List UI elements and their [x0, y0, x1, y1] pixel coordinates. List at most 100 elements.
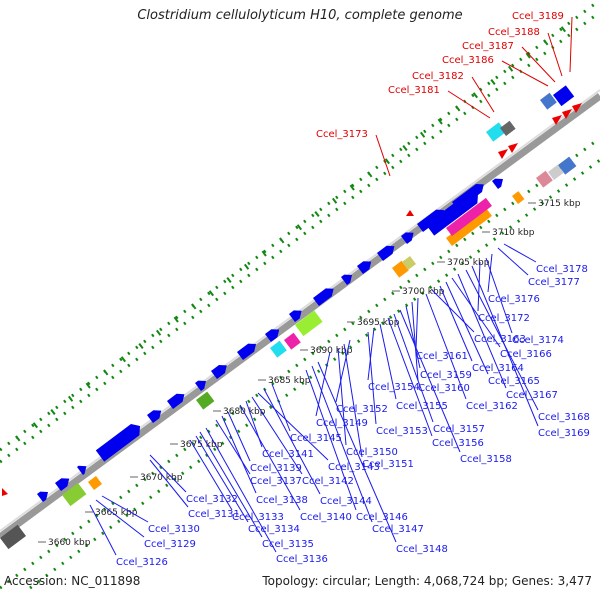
- forward-gene: [195, 380, 206, 391]
- outer-tick-mark: [68, 395, 74, 402]
- outer-tick-mark: [490, 79, 496, 85]
- leader-line-blue: [487, 253, 493, 293]
- feature-box: [62, 482, 87, 507]
- forward-gene: [289, 310, 302, 322]
- leader-line-blue: [439, 285, 473, 362]
- outer-tick-mark: [331, 197, 338, 204]
- gene-label-bottom: Ccel_3140: [300, 512, 352, 523]
- gene-label-bottom: Ccel_3177: [528, 277, 580, 288]
- gene-label-bottom: Ccel_3132: [186, 494, 238, 505]
- gene-label-bottom: Ccel_3142: [302, 476, 354, 487]
- feature-box: [402, 255, 417, 270]
- outer-tick-mark: [32, 422, 39, 429]
- gene-label-bottom: Ccel_3155: [396, 401, 448, 412]
- feature-box: [88, 475, 103, 490]
- outer-tick-mark: [138, 343, 144, 349]
- outer-tick-mark: [296, 224, 303, 231]
- forward-gene-block: [425, 192, 478, 236]
- outer-tick-mark: [261, 250, 267, 257]
- leader-line-blue: [387, 317, 433, 437]
- leader-line-blue: [337, 347, 347, 446]
- feature-box: [0, 524, 26, 550]
- gene-label-top: Ccel_3182: [412, 71, 464, 82]
- gene-label-bottom: Ccel_3143: [328, 462, 380, 473]
- gene-label-top: Ccel_3173: [316, 129, 368, 140]
- gene-label-bottom: Ccel_3135: [262, 539, 314, 550]
- feature-box: [548, 164, 564, 180]
- leader-line-blue: [199, 431, 263, 538]
- accession-label: Accession: NC_011898: [4, 574, 141, 588]
- feature-box: [270, 340, 287, 358]
- gene-label-top: Ccel_3188: [488, 27, 540, 38]
- scale-tick-label: 3700 kbp: [402, 287, 445, 297]
- feature-box: [540, 92, 557, 110]
- leader-line-blue: [311, 365, 373, 523]
- gene-label-top: Ccel_3189: [512, 11, 564, 22]
- feature-box: [284, 332, 301, 350]
- outer-tick-mark: [85, 382, 91, 389]
- forward-gene: [341, 274, 352, 285]
- genome-backbone-highlight: [0, 89, 600, 532]
- outer-tick-mark: [244, 263, 250, 270]
- outer-tick-mark: [103, 369, 109, 376]
- gene-label-bottom: Ccel_3149: [316, 418, 368, 429]
- gene-label-bottom: Ccel_3151: [362, 459, 414, 470]
- leader-line-blue: [503, 243, 537, 263]
- reverse-gene: [498, 149, 508, 159]
- leader-line-blue: [497, 247, 529, 276]
- leader-line-blue: [305, 369, 357, 511]
- leader-line-red: [375, 134, 391, 177]
- leader-line-blue: [221, 415, 257, 494]
- scale-tick-label: 3705 kbp: [447, 258, 490, 268]
- gene-label-bottom: Ccel_3137: [250, 476, 302, 487]
- gene-label-bottom: Ccel_3130: [148, 524, 200, 535]
- gene-label-bottom: Ccel_3129: [144, 539, 196, 550]
- gene-label-bottom: Ccel_3146: [356, 512, 408, 523]
- outer-tick-mark: [367, 171, 373, 178]
- gene-label-top: Ccel_3187: [462, 41, 514, 52]
- reverse-gene: [508, 143, 518, 153]
- feature-box: [445, 207, 492, 246]
- reverse-gene: [552, 115, 562, 125]
- outer-tick-mark: [402, 145, 408, 151]
- leader-line-blue: [399, 309, 461, 453]
- outer-tick-mark: [349, 184, 355, 191]
- gene-label-top: Ccel_3181: [388, 85, 440, 96]
- leader-line-blue: [425, 293, 467, 400]
- outer-tick-mark: [472, 92, 479, 99]
- highlight-marker: [2, 488, 8, 496]
- leader-line-blue: [251, 396, 303, 475]
- leader-line-blue: [335, 339, 351, 403]
- gene-label-bottom: Ccel_3168: [538, 412, 590, 423]
- forward-gene: [357, 261, 372, 274]
- outer-tick-mark: [208, 290, 214, 297]
- gene-label-bottom: Ccel_3134: [248, 524, 300, 535]
- outer-tick-mark: [173, 316, 179, 323]
- gene-label-bottom: Ccel_3141: [262, 449, 314, 460]
- gene-label-bottom: Ccel_3159: [420, 370, 472, 381]
- leader-line-blue: [189, 439, 233, 511]
- leader-line-red: [471, 76, 495, 113]
- outer-tick-mark: [191, 303, 197, 310]
- leader-line-blue: [227, 411, 251, 462]
- scale-tick-label: 3665 kbp: [95, 508, 138, 518]
- leader-line-blue: [315, 351, 331, 417]
- reverse-gene: [572, 103, 582, 113]
- map-title: Clostridium cellulolyticum H10, complete…: [137, 8, 463, 23]
- feature-box: [499, 120, 516, 136]
- feature-box: [536, 170, 553, 188]
- leader-line-blue: [405, 305, 421, 369]
- leader-line-blue: [343, 343, 363, 458]
- gene-label-bottom: Ccel_3162: [466, 401, 518, 412]
- leader-line-blue: [471, 265, 539, 427]
- gene-label-bottom: Ccel_3148: [396, 544, 448, 555]
- leader-line-blue: [149, 459, 189, 508]
- leader-line-red: [501, 60, 549, 87]
- forward-gene: [37, 491, 48, 502]
- feature-box: [557, 156, 577, 175]
- leader-line-blue: [149, 454, 187, 493]
- forward-gene: [492, 178, 503, 189]
- forward-gene: [147, 410, 162, 423]
